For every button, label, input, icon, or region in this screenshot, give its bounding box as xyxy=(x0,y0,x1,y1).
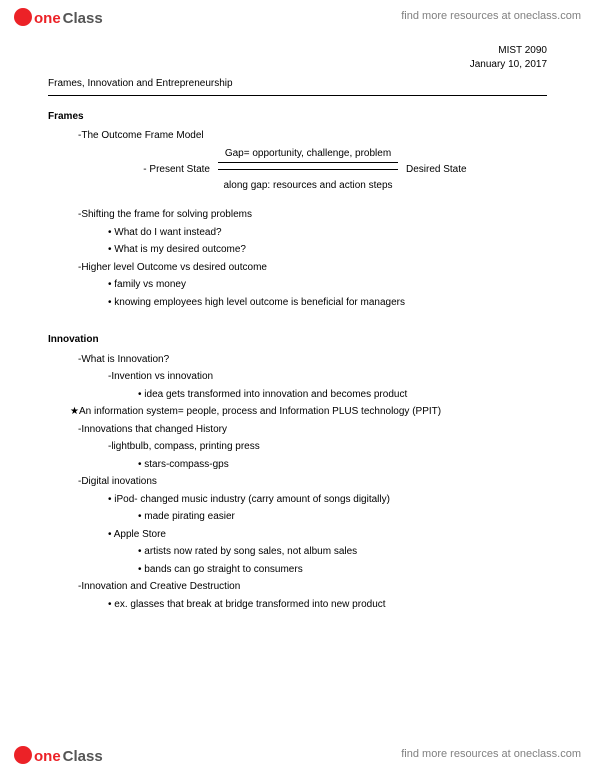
doc-date: January 10, 2017 xyxy=(48,58,547,72)
document-body: MIST 2090 January 10, 2017 Frames, Innov… xyxy=(48,44,547,615)
innovation-apple-1: • artists now rated by song sales, not a… xyxy=(138,545,547,559)
innovation-creative-1: • ex. glasses that break at bridge trans… xyxy=(108,598,547,612)
outcome-frame-diagram: Gap= opportunity, challenge, problem - P… xyxy=(128,147,547,193)
doc-meta: MIST 2090 January 10, 2017 xyxy=(48,44,547,71)
frames-higher-1: • family vs money xyxy=(108,278,547,292)
innovation-heading: Innovation xyxy=(48,333,547,347)
logo-text-class: Class xyxy=(63,10,103,27)
diagram-desired-state: Desired State xyxy=(398,163,488,177)
innovation-invention-1: • idea gets transformed into innovation … xyxy=(138,388,547,402)
innovation-infosys: ★An information system= people, process … xyxy=(70,405,547,419)
innovation-ipod-1: • made pirating easier xyxy=(138,510,547,524)
logo-icon xyxy=(14,746,32,764)
innovation-history: -Innovations that changed History xyxy=(78,423,547,437)
header-bar: one Class find more resources at oneclas… xyxy=(0,0,595,32)
innovation-creative: -Innovation and Creative Destruction xyxy=(78,580,547,594)
footer-bar: one Class find more resources at oneclas… xyxy=(0,738,595,770)
innovation-apple-2: • bands can go straight to consumers xyxy=(138,563,547,577)
innovation-ipod: • iPod- changed music industry (carry am… xyxy=(108,493,547,507)
innovation-invention: -Invention vs innovation xyxy=(108,370,547,384)
innovation-apple: • Apple Store xyxy=(108,528,547,542)
footer-brand-logo: one Class xyxy=(14,743,103,765)
title-separator xyxy=(48,95,547,96)
footer-tagline: find more resources at oneclass.com xyxy=(401,748,581,760)
frames-shifting-q2: • What is my desired outcome? xyxy=(108,243,547,257)
logo-text-one: one xyxy=(34,10,61,27)
brand-logo: one Class xyxy=(14,5,103,27)
course-code: MIST 2090 xyxy=(48,44,547,58)
logo-icon xyxy=(14,8,32,26)
frames-heading: Frames xyxy=(48,110,547,124)
innovation-history-2: • stars-compass-gps xyxy=(138,458,547,472)
doc-title: Frames, Innovation and Entrepreneurship xyxy=(48,77,547,91)
innovation-history-1: -lightbulb, compass, printing press xyxy=(108,440,547,454)
frames-shifting-q1: • What do I want instead? xyxy=(108,226,547,240)
diagram-gap-top: Gap= opportunity, challenge, problem xyxy=(218,147,398,164)
frame-model-title: -The Outcome Frame Model xyxy=(78,129,547,143)
innovation-what: -What is Innovation? xyxy=(78,353,547,367)
footer-logo-text-one: one xyxy=(34,748,61,765)
frames-shifting: -Shifting the frame for solving problems xyxy=(78,208,547,222)
innovation-digital: -Digital inovations xyxy=(78,475,547,489)
header-tagline: find more resources at oneclass.com xyxy=(401,10,581,22)
footer-logo-text-class: Class xyxy=(63,748,103,765)
frames-higher: -Higher level Outcome vs desired outcome xyxy=(78,261,547,275)
diagram-present-state: - Present State xyxy=(128,163,218,177)
diagram-gap-bottom: along gap: resources and action steps xyxy=(218,177,398,193)
frames-higher-2: • knowing employees high level outcome i… xyxy=(108,296,547,310)
